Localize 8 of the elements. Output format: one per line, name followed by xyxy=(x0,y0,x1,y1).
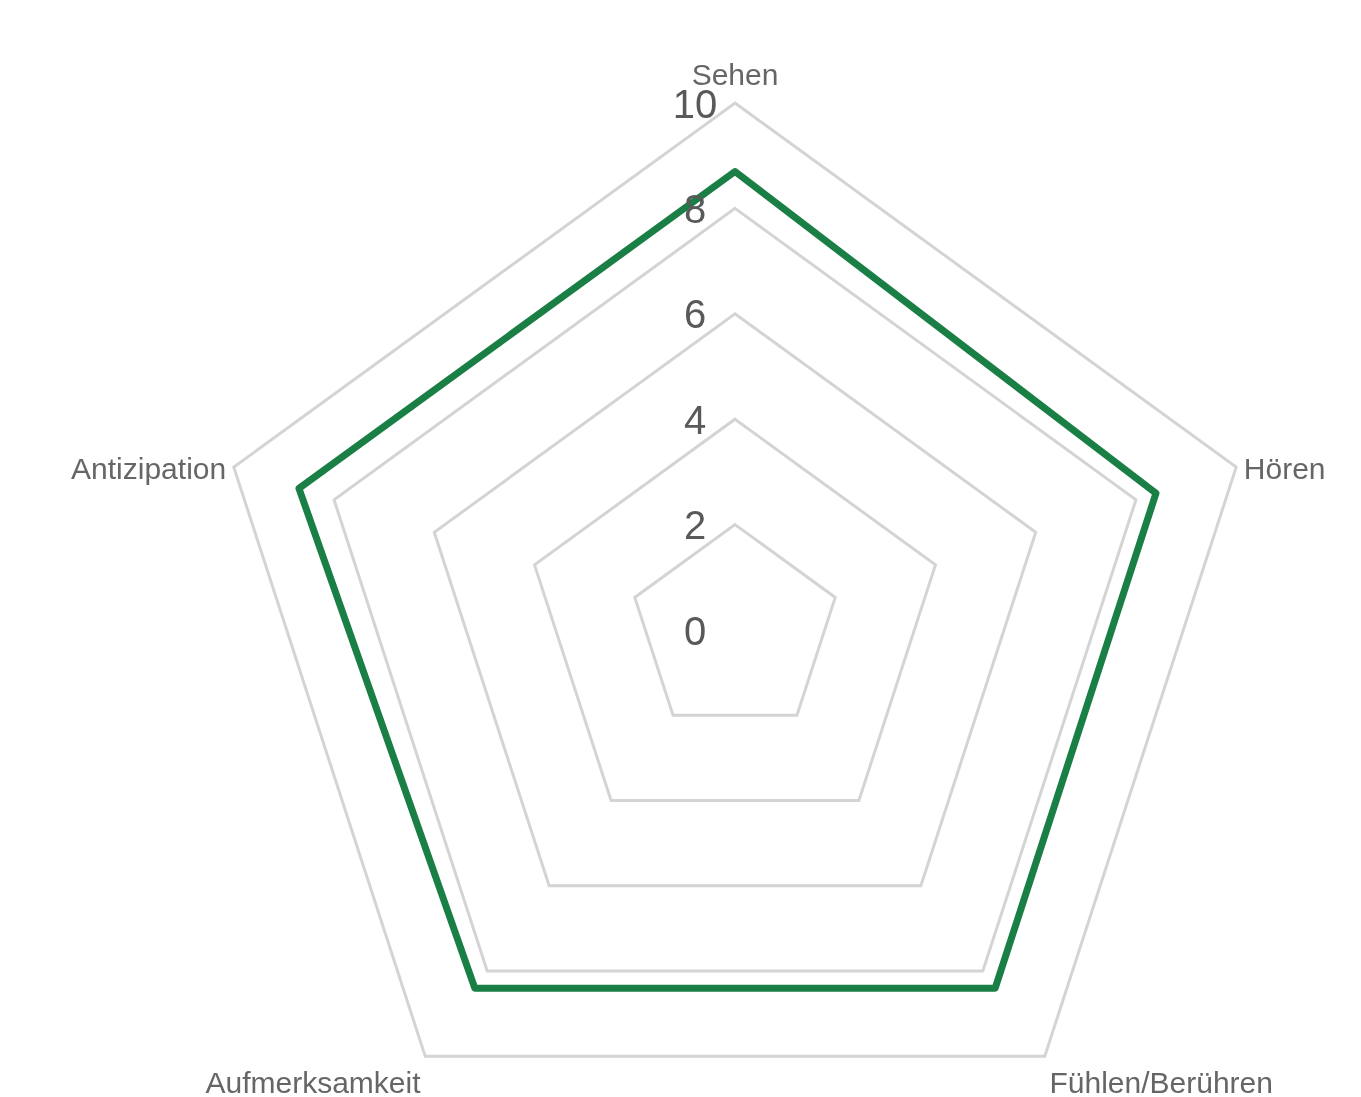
spoke-label: Aufmerksamkeit xyxy=(205,1065,422,1097)
y-tick-label: 2 xyxy=(683,503,707,548)
y-tick-label: 6 xyxy=(683,292,707,337)
y-tick-label: 0 xyxy=(683,608,707,653)
spoke-label: Fühlen/Berühren xyxy=(1049,1065,1273,1097)
y-tick-label: 4 xyxy=(683,397,707,442)
spoke-label: Antizipation xyxy=(71,451,227,485)
spoke-label: Hören xyxy=(1243,451,1326,485)
